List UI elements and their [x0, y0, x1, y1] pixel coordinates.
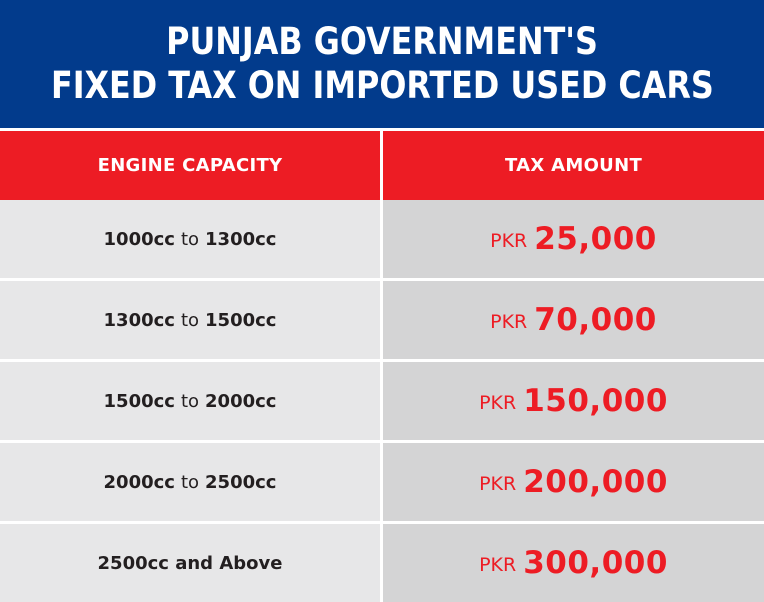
capacity-join: to	[180, 390, 200, 412]
capacity-from: 2500cc and Above	[97, 552, 283, 574]
tax-amount-cell: PKR 150,000	[383, 362, 764, 440]
tax-amount-cell: PKR 300,000	[383, 524, 764, 602]
capacity-from: 2000cc	[103, 471, 175, 493]
tax-amount-value: 200,000	[523, 464, 668, 500]
currency-label: PKR	[479, 554, 517, 576]
engine-capacity-cell: 1000cc to 1300cc	[0, 200, 380, 278]
currency-label: PKR	[490, 230, 528, 252]
tax-amount-value: 150,000	[523, 383, 668, 419]
table-row: 2500cc and Above PKR 300,000	[0, 524, 764, 602]
table-row: 1500cc to 2000cc PKR 150,000	[0, 362, 764, 440]
capacity-from: 1500cc	[103, 390, 175, 412]
table-row: 1000cc to 1300cc PKR 25,000	[0, 200, 764, 278]
capacity-from: 1300cc	[103, 309, 175, 331]
capacity-to: 2500cc	[205, 471, 277, 493]
capacity-to: 1500cc	[205, 309, 277, 331]
engine-capacity-cell: 2000cc to 2500cc	[0, 443, 380, 521]
tax-amount-cell: PKR 70,000	[383, 281, 764, 359]
engine-capacity-cell: 1500cc to 2000cc	[0, 362, 380, 440]
tax-amount-value: 300,000	[523, 545, 668, 581]
table-header: ENGINE CAPACITY TAX AMOUNT	[0, 131, 764, 200]
header-engine-capacity: ENGINE CAPACITY	[97, 155, 283, 176]
capacity-to: 1300cc	[205, 228, 277, 250]
title-line-1: PUNJAB GOVERNMENT'S	[166, 20, 598, 63]
tax-amount-value: 25,000	[534, 221, 657, 257]
title-banner: PUNJAB GOVERNMENT'S FIXED TAX ON IMPORTE…	[0, 0, 764, 128]
currency-label: PKR	[479, 473, 517, 495]
capacity-join: to	[180, 471, 200, 493]
header-tax-amount: TAX AMOUNT	[504, 155, 643, 176]
tax-amount-cell: PKR 25,000	[383, 200, 764, 278]
capacity-join: to	[180, 228, 200, 250]
table-row: 1300cc to 1500cc PKR 70,000	[0, 281, 764, 359]
header-divider	[380, 131, 383, 200]
engine-capacity-cell: 1300cc to 1500cc	[0, 281, 380, 359]
tax-amount-cell: PKR 200,000	[383, 443, 764, 521]
tax-amount-value: 70,000	[534, 302, 657, 338]
table-row: 2000cc to 2500cc PKR 200,000	[0, 443, 764, 521]
title-line-2: FIXED TAX ON IMPORTED USED CARS	[50, 64, 714, 107]
capacity-to: 2000cc	[205, 390, 277, 412]
currency-label: PKR	[490, 311, 528, 333]
currency-label: PKR	[479, 392, 517, 414]
capacity-join: to	[180, 309, 200, 331]
engine-capacity-cell: 2500cc and Above	[0, 524, 380, 602]
capacity-from: 1000cc	[103, 228, 175, 250]
